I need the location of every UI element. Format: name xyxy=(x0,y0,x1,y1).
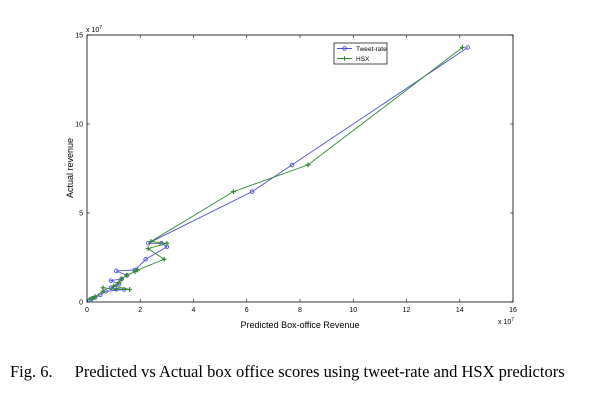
x-tick-label: 4 xyxy=(192,307,196,314)
data-point-hsx xyxy=(124,272,130,278)
data-point-hsx xyxy=(145,246,151,251)
data-point-hsx xyxy=(119,276,124,282)
series-hsx xyxy=(87,45,465,302)
x-tick-label: 6 xyxy=(245,307,249,314)
data-point-hsx xyxy=(116,280,122,285)
data-point-tweet-rate xyxy=(249,189,255,194)
data-point-hsx xyxy=(127,287,132,292)
chart: 0 2 4 6 8 10 12 14 16 0 5 10 15 x 107 x 107 Predicte… xyxy=(65,25,517,330)
data-point-hsx xyxy=(87,296,93,302)
data-point-hsx xyxy=(305,162,311,168)
x-tick-label: 12 xyxy=(403,307,411,314)
data-point-hsx xyxy=(111,283,116,289)
y-tick-label: 5 xyxy=(79,211,83,218)
plot-area xyxy=(86,34,514,303)
y-tick-label: 0 xyxy=(79,300,83,307)
x-tick-label: 16 xyxy=(509,307,517,314)
legend-tweet-rate-label: Tweet-rate xyxy=(356,46,387,53)
data-point-hsx xyxy=(135,267,140,273)
y-exponent-label: x 107 xyxy=(86,25,102,34)
x-tick-label: 8 xyxy=(298,307,302,314)
x-exponent-label: x 107 xyxy=(498,317,514,326)
data-point-hsx xyxy=(92,294,98,300)
axis-ticks: 0 2 4 6 8 10 12 14 16 0 5 10 15 xyxy=(75,33,517,315)
data-point-hsx xyxy=(148,239,154,244)
figure-caption: Fig. 6. Predicted vs Actual box office sc… xyxy=(10,362,588,382)
x-tick-label: 14 xyxy=(456,307,464,314)
x-axis-label: Predicted Box-office Revenue xyxy=(241,320,360,330)
data-point-hsx xyxy=(164,240,170,246)
data-point-tweet-rate xyxy=(143,257,148,262)
data-point-tweet-rate xyxy=(289,162,295,168)
data-point-hsx xyxy=(113,287,119,292)
legend: Tweet-rate HSX xyxy=(333,42,388,65)
legend-hsx-marker xyxy=(342,56,347,61)
legend-hsx-label: HSX xyxy=(356,56,370,63)
data-point-hsx xyxy=(161,256,167,262)
caption-text: Predicted vs Actual box office scores us… xyxy=(74,362,565,381)
x-tick-label: 10 xyxy=(349,307,357,314)
y-axis-label: Actual revenue xyxy=(65,138,75,198)
series-layer xyxy=(87,45,470,303)
data-point-tweet-rate xyxy=(108,285,114,291)
y-tick-label: 10 xyxy=(75,122,83,129)
data-point-tweet-rate xyxy=(465,45,470,50)
data-point-hsx xyxy=(231,189,236,194)
data-point-tweet-rate xyxy=(145,241,151,246)
legend-tweet-rate-marker xyxy=(342,46,347,51)
y-tick-label: 15 xyxy=(75,33,83,40)
data-point-hsx xyxy=(460,45,465,50)
data-point-tweet-rate xyxy=(114,268,119,274)
caption-label: Fig. 6. xyxy=(10,362,53,381)
x-tick-label: 2 xyxy=(138,307,142,314)
data-point-hsx xyxy=(100,288,106,294)
data-point-tweet-rate xyxy=(108,278,114,283)
data-point-hsx xyxy=(89,296,95,301)
x-tick-label: 0 xyxy=(85,307,89,314)
data-point-hsx xyxy=(132,269,138,275)
